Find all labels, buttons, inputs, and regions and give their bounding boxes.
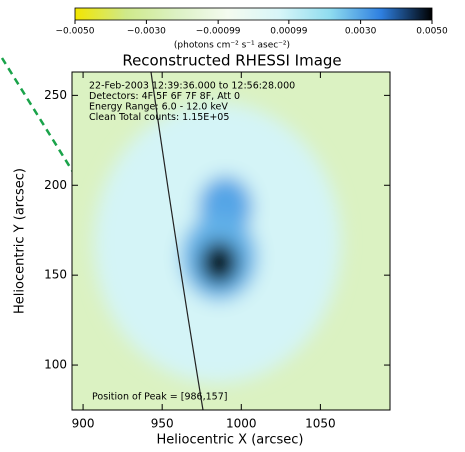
colorbar-tick-label: −0.0050 bbox=[55, 27, 94, 37]
annotation: Detectors: 4F 5F 6F 7F 8F, Att 0 bbox=[89, 91, 240, 102]
colorbar-tick-label: −0.00099 bbox=[196, 27, 241, 37]
colorbar-tick-label: 0.0050 bbox=[416, 27, 448, 37]
y-tick-label: 150 bbox=[44, 268, 67, 282]
x-tick-label: 950 bbox=[151, 417, 174, 431]
plot-frame bbox=[71, 71, 391, 411]
annotation: Clean Total counts: 1.15E+05 bbox=[89, 112, 229, 123]
solar-limb bbox=[150, 71, 204, 411]
y-axis-label: Heliocentric Y (arcsec) bbox=[13, 168, 28, 314]
source bbox=[200, 241, 239, 285]
y-tick-label: 100 bbox=[44, 358, 67, 372]
x-tick-label: 900 bbox=[72, 417, 95, 431]
image-plot bbox=[72, 72, 390, 410]
x-tick-label: 1000 bbox=[226, 417, 257, 431]
chart-title: Reconstructed RHESSI Image bbox=[122, 52, 341, 70]
x-axis-label: Heliocentric X (arcsec) bbox=[157, 433, 304, 448]
colorbar-tick-label: 0.0030 bbox=[345, 27, 377, 37]
sources bbox=[94, 102, 341, 384]
colorbar-label: (photons cm⁻² s⁻¹ asec⁻²) bbox=[174, 41, 290, 51]
x-tick-label: 1050 bbox=[305, 417, 336, 431]
annotation: Energy Range: 6.0 - 12.0 keV bbox=[89, 102, 228, 113]
colorbar bbox=[74, 7, 433, 21]
y-tick-label: 250 bbox=[44, 88, 67, 102]
peak-label: Position of Peak = [986,157] bbox=[92, 392, 227, 403]
colorbar-tick-label: −0.0030 bbox=[127, 27, 166, 37]
y-tick-label: 200 bbox=[44, 178, 67, 192]
annotation: 22-Feb-2003 12:39:36.000 to 12:56:28.000 bbox=[89, 81, 295, 92]
colorbar-tick-label: 0.00099 bbox=[270, 27, 307, 37]
